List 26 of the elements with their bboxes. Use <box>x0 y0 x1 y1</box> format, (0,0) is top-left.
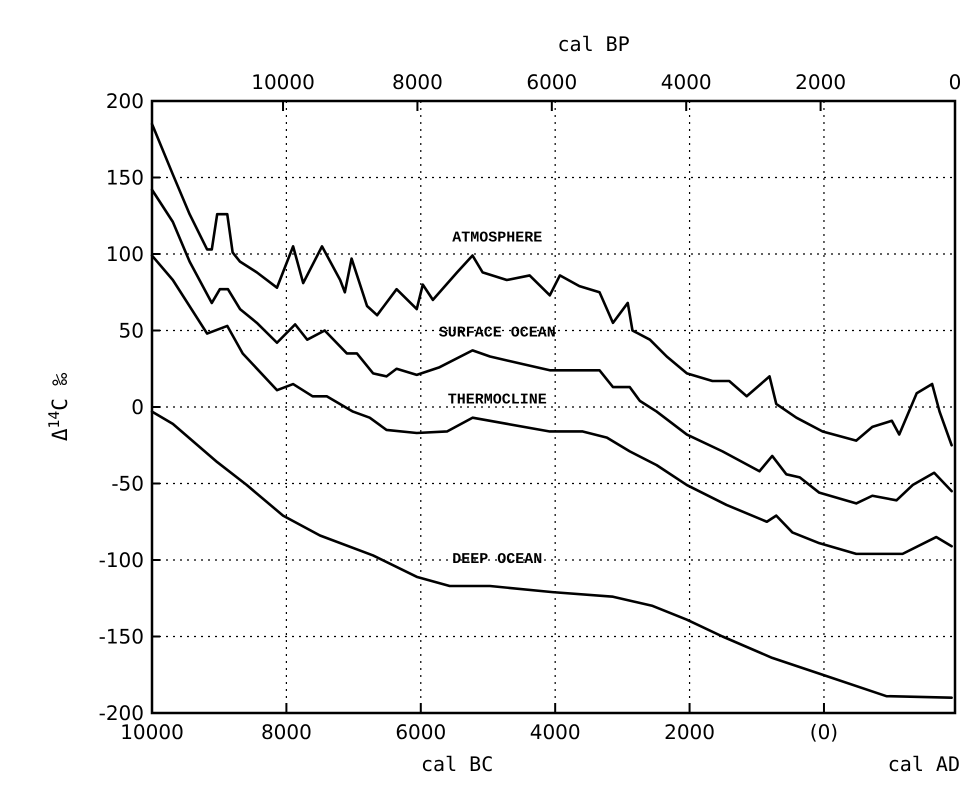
series-label: ATMOSPHERE <box>452 230 542 247</box>
x2-tick-label: 0 <box>948 70 962 94</box>
y-tick-label: -100 <box>98 548 144 572</box>
text: cal AD <box>888 752 960 776</box>
series-label: SURFACE OCEAN <box>438 324 556 342</box>
y-tick-label: 50 <box>118 318 144 342</box>
series-label: THERMOCLINE <box>448 392 547 409</box>
y-tick-label: 150 <box>106 166 144 190</box>
y-tick-label: 200 <box>106 89 144 113</box>
y-tick-label: -50 <box>111 472 144 496</box>
x-tick-label: 6000 <box>395 720 446 744</box>
x-tick-label: 2000 <box>664 720 716 744</box>
x-tick-label: 4000 <box>530 720 581 744</box>
x-axis-title: cal BC <box>421 752 494 776</box>
x2-tick-label: 10000 <box>251 70 315 94</box>
y-tick-label: 100 <box>106 242 144 266</box>
x2-tick-label: 2000 <box>795 70 846 94</box>
x2-tick-label: 4000 <box>660 70 712 94</box>
y-tick-label: -150 <box>98 624 144 648</box>
x2-tick-label: 8000 <box>392 70 443 94</box>
x-tick-label: (0) <box>810 720 838 744</box>
x2-axis-title: cal BP <box>558 32 630 56</box>
x2-tick-label: 6000 <box>526 70 578 94</box>
x-tick-label: 8000 <box>260 720 312 744</box>
y-tick-label: 0 <box>131 395 144 419</box>
series-label: DEEP OCEAN <box>452 550 542 568</box>
